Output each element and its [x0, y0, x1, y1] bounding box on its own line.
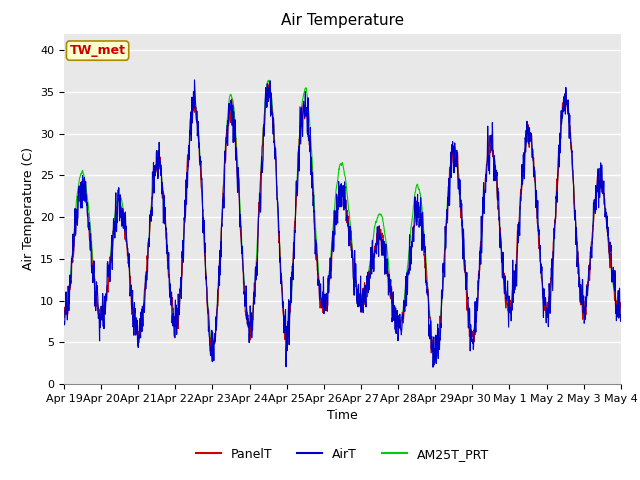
AirT	[359, 288, 367, 293]
PanelT	[216, 266, 223, 272]
Text: TW_met: TW_met	[70, 44, 125, 57]
AirT	[429, 364, 437, 370]
AM25T_PRT	[265, 77, 273, 83]
PanelT	[266, 81, 273, 87]
Legend: PanelT, AirT, AM25T_PRT: PanelT, AirT, AM25T_PRT	[191, 443, 494, 466]
PanelT	[60, 314, 68, 320]
PanelT	[617, 300, 625, 305]
AM25T_PRT	[584, 289, 591, 295]
AM25T_PRT	[568, 157, 576, 163]
Title: Air Temperature: Air Temperature	[281, 13, 404, 28]
AM25T_PRT	[60, 314, 68, 320]
PanelT	[584, 286, 591, 291]
AirT	[568, 148, 576, 154]
AM25T_PRT	[216, 273, 223, 279]
Line: AM25T_PRT: AM25T_PRT	[64, 80, 621, 359]
AirT	[584, 293, 591, 299]
AM25T_PRT	[505, 307, 513, 313]
Line: PanelT: PanelT	[64, 84, 621, 360]
Y-axis label: Air Temperature (C): Air Temperature (C)	[22, 147, 35, 270]
AirT	[216, 282, 223, 288]
X-axis label: Time: Time	[327, 409, 358, 422]
AirT	[191, 77, 198, 83]
AM25T_PRT	[617, 302, 625, 308]
PanelT	[433, 358, 440, 363]
AirT	[505, 324, 513, 330]
AirT	[60, 319, 68, 324]
AM25T_PRT	[432, 356, 440, 362]
PanelT	[359, 286, 367, 291]
PanelT	[568, 160, 576, 166]
Line: AirT: AirT	[64, 80, 621, 367]
PanelT	[505, 306, 513, 312]
AirT	[371, 251, 379, 256]
AM25T_PRT	[371, 223, 379, 229]
AirT	[617, 312, 625, 318]
AM25T_PRT	[359, 296, 367, 302]
PanelT	[371, 244, 379, 250]
